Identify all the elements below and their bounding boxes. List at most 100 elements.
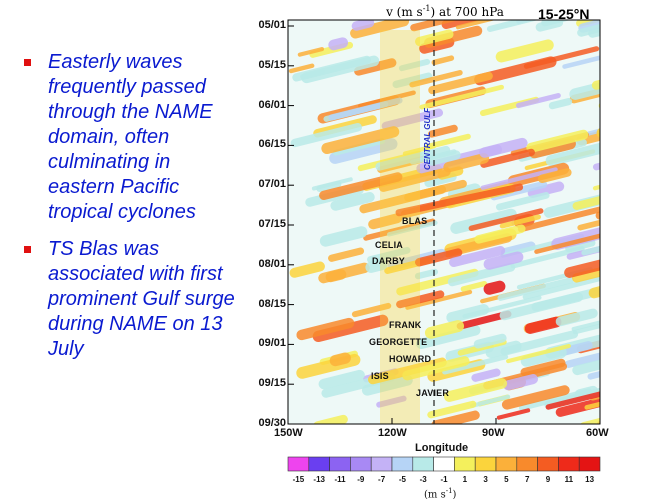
heatmap-streak (468, 208, 544, 232)
heatmap-streak (548, 98, 573, 110)
y-tick-label: 07/15 (258, 218, 286, 230)
heatmap-streak (592, 173, 600, 191)
colorbar-swatch (412, 456, 434, 472)
heatmap-streak (318, 262, 370, 284)
heatmap-streak (375, 145, 451, 171)
colorbar-swatch (329, 456, 351, 472)
heatmap-streak (474, 224, 526, 244)
y-tick-label: 06/15 (258, 138, 286, 151)
colorbar-swatch (308, 456, 330, 472)
heatmap-streak (506, 343, 571, 364)
heatmap-streak (524, 316, 562, 334)
heatmap-streak (587, 369, 600, 380)
colorbar-tick-label: -11 (334, 475, 346, 484)
y-tick-label: 08/01 (258, 257, 286, 270)
heatmap-streak (386, 220, 438, 237)
colorbar-swatch (537, 456, 559, 472)
heatmap-streak (290, 123, 362, 148)
heatmap-streak (479, 137, 528, 158)
heatmap-streak (441, 20, 524, 30)
colorbar-swatch (454, 456, 476, 472)
heatmap-streak (527, 181, 565, 199)
colorbar-tick-label: -9 (357, 475, 365, 484)
heatmap-streak (515, 93, 561, 109)
x-axis-title: Longitude (415, 442, 469, 454)
heatmap-streak (414, 268, 439, 280)
heatmap-streak (316, 180, 342, 193)
heatmap-streak (500, 330, 579, 356)
colorbar-swatch (495, 456, 518, 472)
heatmap-streak (473, 333, 507, 349)
colorbar-tick-label: 9 (545, 475, 551, 484)
heatmap-streak (572, 258, 600, 283)
colorbar-swatch (516, 456, 538, 472)
heatmap-streak (469, 394, 511, 408)
heatmap-streak (354, 58, 397, 76)
heatmap-streak (361, 374, 413, 396)
bullet-marker (24, 59, 31, 66)
heatmap-streak (592, 159, 600, 171)
bullet-text: Easterly waves frequently passed through… (48, 51, 213, 223)
heatmap-streak (419, 84, 504, 110)
heatmap-streak (545, 141, 600, 167)
heatmap-streak (526, 129, 589, 153)
plot-title: v (m s-1) at 700 hPa (386, 4, 504, 19)
heatmap-streak (534, 229, 600, 254)
heatmap-streak (288, 63, 315, 74)
heatmap-streak (329, 138, 398, 164)
heatmap-streak (460, 280, 488, 292)
storm-label-darby: DARBY (372, 256, 406, 266)
heatmap-streak (313, 414, 348, 424)
heatmap-streak (520, 358, 566, 377)
heatmap-streak (367, 247, 411, 263)
heatmap-streak (496, 191, 550, 211)
heatmap-streak (599, 232, 600, 246)
y-tick-label: 05/01 (258, 19, 286, 31)
plot-frame (287, 19, 601, 425)
heatmap-streak (319, 172, 403, 201)
heatmap-streak (499, 292, 584, 321)
heatmap-streak (483, 251, 524, 270)
bullet-easterly-waves: Easterly waves frequently passed through… (20, 50, 235, 225)
storm-label-blas: BLAS (402, 216, 428, 226)
colorbar-tick-label: -13 (313, 475, 325, 484)
heatmap-streak (431, 55, 455, 66)
heatmap-streak (443, 378, 508, 402)
heatmap-streak (520, 346, 567, 367)
colorbar-tick-label: 5 (504, 475, 509, 484)
heatmap-streak (497, 277, 575, 301)
heatmap-streak (297, 47, 325, 57)
bullet-marker (24, 246, 31, 253)
colorbar-units: (m s-1) (424, 487, 457, 500)
heatmap-streak (572, 309, 600, 335)
heatmap-streak (450, 208, 517, 234)
heatmap-streak (351, 302, 392, 318)
y-tick-label: 09/15 (258, 377, 286, 390)
heatmap-streak (431, 410, 480, 424)
heatmap-streak (577, 20, 600, 37)
heatmap-streak (483, 280, 506, 295)
heatmap-streak (495, 39, 554, 63)
colorbar-swatch (474, 456, 497, 472)
heatmap-streak (564, 249, 600, 278)
heatmap-streak (426, 150, 461, 166)
colorbar-swatch (287, 456, 310, 472)
heatmap-streak (292, 55, 371, 82)
heatmap-streak (395, 183, 524, 217)
central-gulf-label: CENTRAL GULF (423, 107, 432, 170)
colorbar-swatch (350, 456, 372, 472)
bullet-text: TS Blas was associated with first promin… (48, 238, 235, 360)
heatmap-streak (351, 20, 375, 31)
x-tick-label: 60W (586, 427, 609, 439)
heatmap-streak (329, 352, 351, 367)
colorbar-tick-label: -5 (398, 475, 406, 484)
heatmap-streak (569, 75, 600, 104)
heatmap-streak (537, 168, 572, 184)
colorbar (287, 456, 601, 472)
heatmap-streak (428, 71, 493, 95)
storm-label-georgette: GEORGETTE (369, 337, 428, 347)
heatmap-streak (427, 400, 477, 419)
bullet-list: Easterly waves frequently passed through… (20, 50, 235, 374)
heatmap-streak (584, 400, 600, 410)
heatmap-streak (442, 354, 509, 375)
